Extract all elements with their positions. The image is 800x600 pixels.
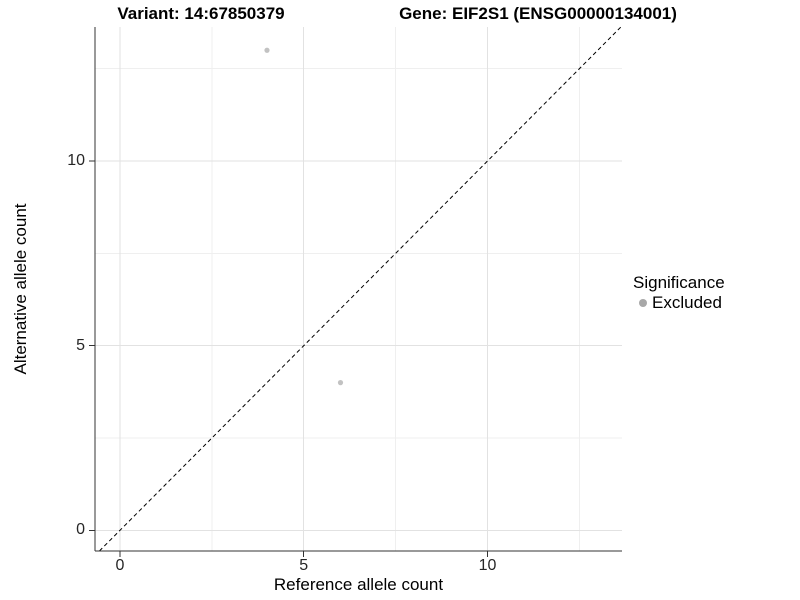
legend: Significance Excluded: [633, 273, 725, 312]
y-tick-label: 0: [76, 521, 85, 539]
variant-title: Variant: 14:67850379: [117, 4, 285, 23]
legend-entry-label: Excluded: [652, 293, 722, 312]
x-tick-label: 10: [478, 557, 497, 574]
identity-reference-line: [99, 26, 622, 552]
data-point: [337, 380, 344, 386]
y-tick-label: 10: [67, 152, 85, 170]
legend-entry-excluded: Excluded: [633, 293, 725, 312]
data-point: [264, 47, 270, 53]
x-tick-label: 5: [299, 557, 309, 574]
y-axis-title: Alternative allele count: [11, 203, 30, 375]
gene-title: Gene: EIF2S1 (ENSG00000134001): [399, 4, 677, 23]
x-axis-title: Reference allele count: [273, 575, 444, 594]
x-tick-label: 0: [115, 557, 125, 574]
legend-dot-icon: [639, 298, 647, 307]
y-tick-label: 5: [76, 336, 85, 354]
legend-title: Significance: [633, 273, 725, 292]
